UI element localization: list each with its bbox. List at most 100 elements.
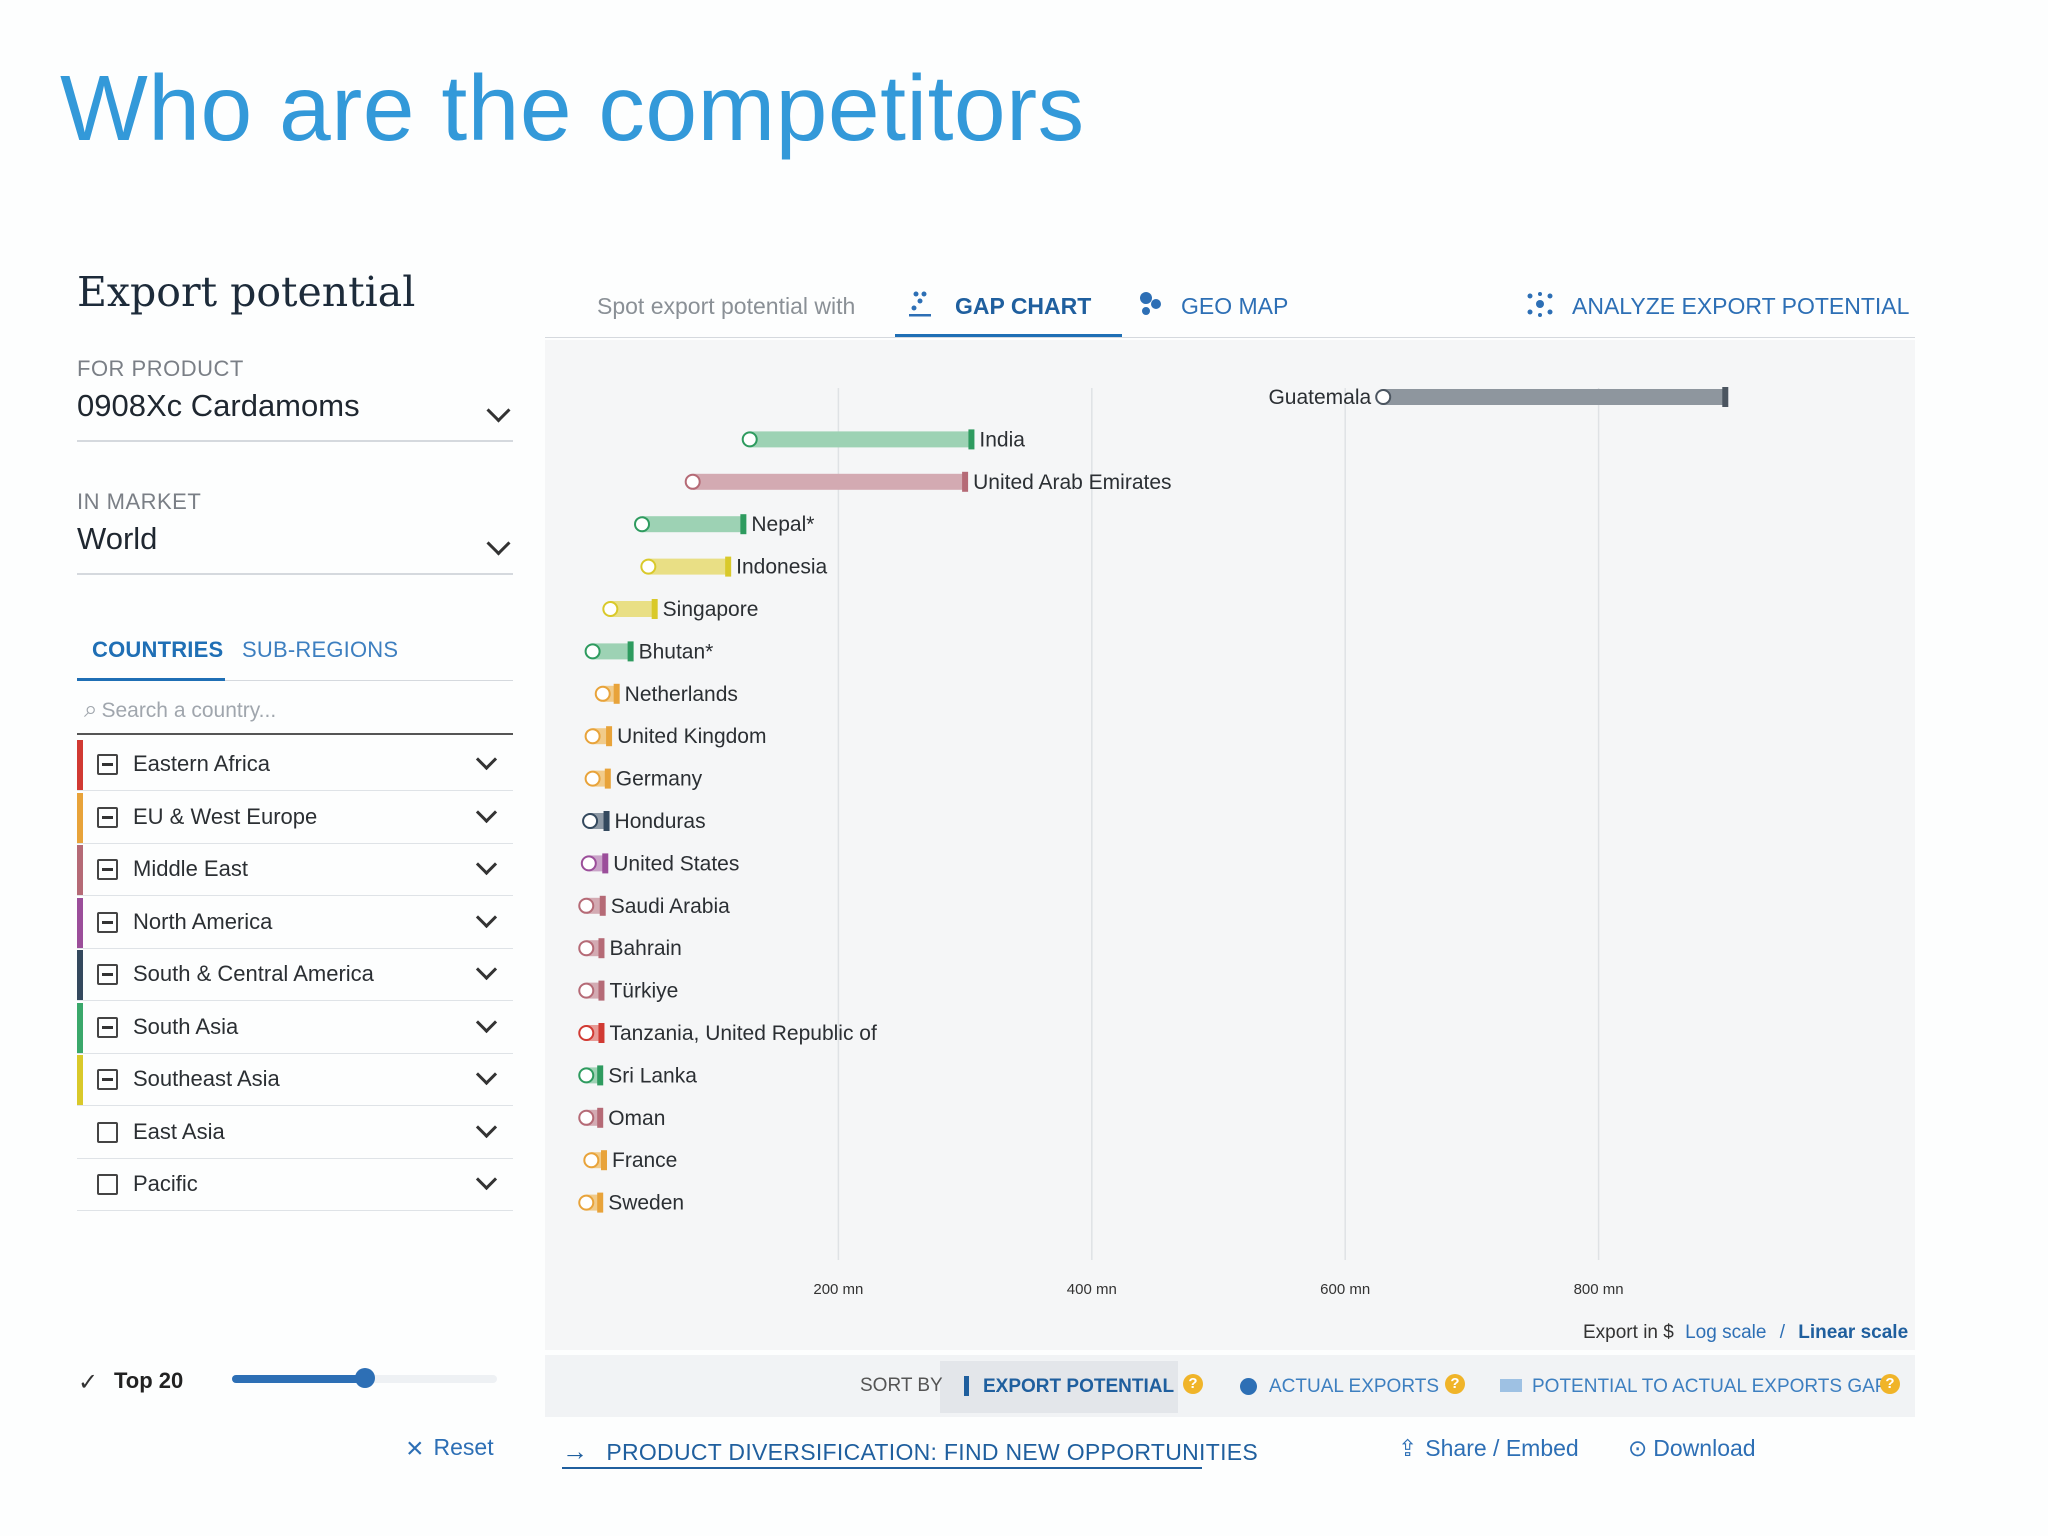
x-tick-label: 600 mn: [1320, 1281, 1370, 1298]
actual-exports-dot: [578, 940, 595, 957]
sort-actual-exports[interactable]: ACTUAL EXPORTS: [1240, 1376, 1439, 1398]
region-checkbox[interactable]: [97, 806, 118, 828]
region-label: Southeast Asia: [133, 1066, 280, 1091]
actual-exports-dot: [578, 1194, 595, 1211]
product-chevron-down-icon[interactable]: [486, 398, 511, 423]
country-label: Sri Lanka: [608, 1064, 697, 1087]
region-row[interactable]: East Asia: [77, 1108, 513, 1159]
sort-actual-exports-label: ACTUAL EXPORTS: [1269, 1376, 1439, 1397]
gap-bar: [692, 473, 966, 490]
potential-marker: [597, 1192, 604, 1213]
region-checkbox[interactable]: [97, 911, 118, 933]
top-checkbox[interactable]: ✓: [78, 1369, 99, 1396]
chevron-down-icon[interactable]: [475, 748, 498, 771]
analyze-export-potential-link[interactable]: ANALYZE EXPORT POTENTIAL: [1572, 293, 1910, 319]
log-scale-link[interactable]: Log scale: [1685, 1322, 1767, 1343]
region-row[interactable]: Eastern Africa: [77, 740, 513, 791]
region-row[interactable]: Southeast Asia: [77, 1055, 513, 1106]
x-tick-label: 200 mn: [813, 1281, 863, 1298]
gap-bar-icon: [1500, 1379, 1522, 1392]
chevron-down-icon[interactable]: [475, 1063, 498, 1086]
share-icon: ⇪: [1398, 1435, 1418, 1461]
linear-scale-link[interactable]: Linear scale: [1798, 1322, 1909, 1343]
chevron-down-icon[interactable]: [475, 853, 498, 876]
potential-marker: [613, 683, 620, 704]
region-row[interactable]: Middle East: [77, 845, 513, 896]
help-icon[interactable]: ?: [1183, 1374, 1203, 1394]
chevron-down-icon[interactable]: [475, 801, 498, 823]
region-row[interactable]: EU & West Europe: [77, 792, 513, 844]
actual-exports-dot: [578, 1109, 595, 1126]
reset-button[interactable]: × Reset: [406, 1432, 494, 1466]
region-row[interactable]: Pacific: [77, 1160, 513, 1211]
nav-prompt: Spot export potential with: [597, 293, 856, 319]
product-diversification-link[interactable]: → PRODUCT DIVERSIFICATION: FIND NEW OPPOR…: [562, 1436, 1258, 1467]
potential-marker: [599, 895, 606, 916]
share-label: Share / Embed: [1425, 1435, 1579, 1461]
download-button[interactable]: ⊙ Download: [1628, 1435, 1756, 1462]
region-label: Middle East: [133, 856, 248, 881]
tab-sub-regions[interactable]: SUB-REGIONS: [242, 637, 399, 662]
x-tick-label: 400 mn: [1067, 1281, 1117, 1298]
actual-exports-dot: [578, 1067, 595, 1084]
potential-marker: [598, 938, 605, 959]
market-chevron-down-icon[interactable]: [486, 531, 511, 556]
gap-bar: [610, 601, 655, 617]
region-row[interactable]: South & Central America: [77, 950, 513, 1001]
tab-divider: [77, 680, 513, 681]
region-checkbox[interactable]: [97, 859, 118, 880]
country-label: Oman: [608, 1107, 665, 1130]
top-slider-thumb[interactable]: [354, 1368, 375, 1388]
actual-exports-dot: [584, 770, 601, 787]
gap-bar: [1383, 389, 1726, 405]
search-input[interactable]: ⌕ Search a country...: [84, 696, 276, 724]
actual-exports-dot: [684, 473, 701, 490]
region-label: EU & West Europe: [133, 803, 318, 829]
tab-active-indicator: [77, 678, 225, 681]
potential-marker: [606, 726, 613, 747]
region-checkbox[interactable]: [97, 1069, 118, 1090]
help-icon[interactable]: ?: [1445, 1374, 1465, 1394]
chevron-down-icon[interactable]: [475, 906, 498, 928]
sort-bar: [545, 1355, 1915, 1417]
region-row[interactable]: South Asia: [77, 1002, 513, 1054]
chevron-down-icon[interactable]: [475, 1168, 498, 1191]
tab-geo-map[interactable]: GEO MAP: [1181, 293, 1289, 319]
chevron-down-icon[interactable]: [475, 958, 498, 981]
region-label: East Asia: [133, 1118, 225, 1144]
region-checkbox[interactable]: [97, 754, 118, 775]
potential-marker: [1722, 387, 1729, 407]
product-diversification-underline: [562, 1467, 1202, 1469]
tab-countries[interactable]: COUNTRIES: [92, 637, 224, 662]
arrow-right-icon: →: [562, 1436, 589, 1466]
top-label: Top 20: [114, 1368, 184, 1393]
region-label: Eastern Africa: [133, 751, 270, 776]
actual-exports-dot: [1375, 389, 1392, 405]
sort-export-potential[interactable]: EXPORT POTENTIAL: [964, 1376, 1174, 1398]
country-label: Türkiye: [609, 980, 678, 1003]
region-checkbox[interactable]: [97, 1016, 118, 1038]
dot-icon: [1240, 1378, 1257, 1395]
region-color-marker: [77, 1055, 83, 1105]
country-label: Bhutan*: [639, 640, 714, 663]
sort-gap[interactable]: POTENTIAL TO ACTUAL EXPORTS GAP: [1500, 1376, 1887, 1398]
chevron-down-icon[interactable]: [475, 1011, 498, 1033]
region-checkbox[interactable]: [97, 964, 118, 985]
potential-marker: [598, 1023, 605, 1043]
region-checkbox[interactable]: [97, 1174, 118, 1195]
market-underline: [77, 573, 513, 575]
market-select[interactable]: World: [77, 521, 158, 556]
product-select[interactable]: 0908Xc Cardamoms: [77, 388, 360, 423]
tab-gap-chart[interactable]: GAP CHART: [955, 293, 1092, 319]
chevron-down-icon[interactable]: [475, 1116, 498, 1138]
sort-active-background: [940, 1361, 1178, 1413]
gap-chart: 200 mn 400 mn 600 mn 800 mn Guatemala India Un…: [578, 386, 1729, 1298]
country-label: Singapore: [663, 598, 759, 621]
region-row[interactable]: North America: [77, 897, 513, 949]
share-embed-button[interactable]: ⇪ Share / Embed: [1398, 1435, 1579, 1462]
country-label: France: [612, 1149, 677, 1172]
region-checkbox[interactable]: [97, 1121, 118, 1143]
nav-active-indicator: [895, 334, 1122, 337]
help-icon[interactable]: ?: [1880, 1374, 1900, 1394]
product-diversification-label: PRODUCT DIVERSIFICATION: FIND NEW OPPORT…: [606, 1439, 1259, 1465]
